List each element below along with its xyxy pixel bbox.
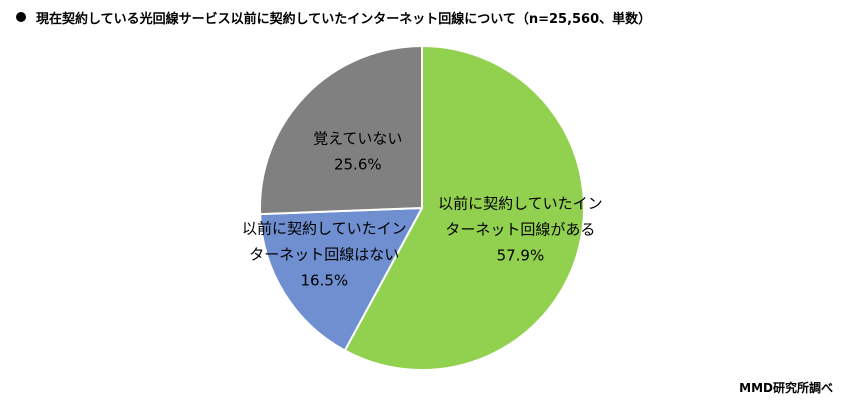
slice-category-label-1-line-1: ターネット回線はない	[249, 246, 399, 264]
chart-title: 現在契約している光回線サービス以前に契約していたインターネット回線について（n=…	[16, 8, 651, 27]
slice-category-label-0-line-0: 以前に契約していたイン	[438, 194, 603, 212]
pie-slice-0	[343, 45, 585, 371]
chart-title-text: 現在契約している光回線サービス以前に契約していたインターネット回線について（n=…	[36, 12, 652, 27]
slice-value-label-0: 57.9%	[497, 246, 545, 264]
pie-slice-1	[259, 207, 423, 352]
slice-category-label-2-line-0: 覚えていない	[313, 130, 402, 148]
source-note: MMD研究所調べ	[739, 381, 833, 395]
pie-slice-2	[259, 45, 423, 216]
slice-value-label-2: 25.6%	[334, 156, 382, 174]
title-bullet-icon	[16, 12, 26, 22]
slice-value-label-1: 16.5%	[300, 272, 348, 290]
slice-category-label-0-line-1: ターネット回線がある	[445, 220, 595, 238]
slice-category-label-1-line-0: 以前に契約していたイン	[242, 220, 407, 238]
